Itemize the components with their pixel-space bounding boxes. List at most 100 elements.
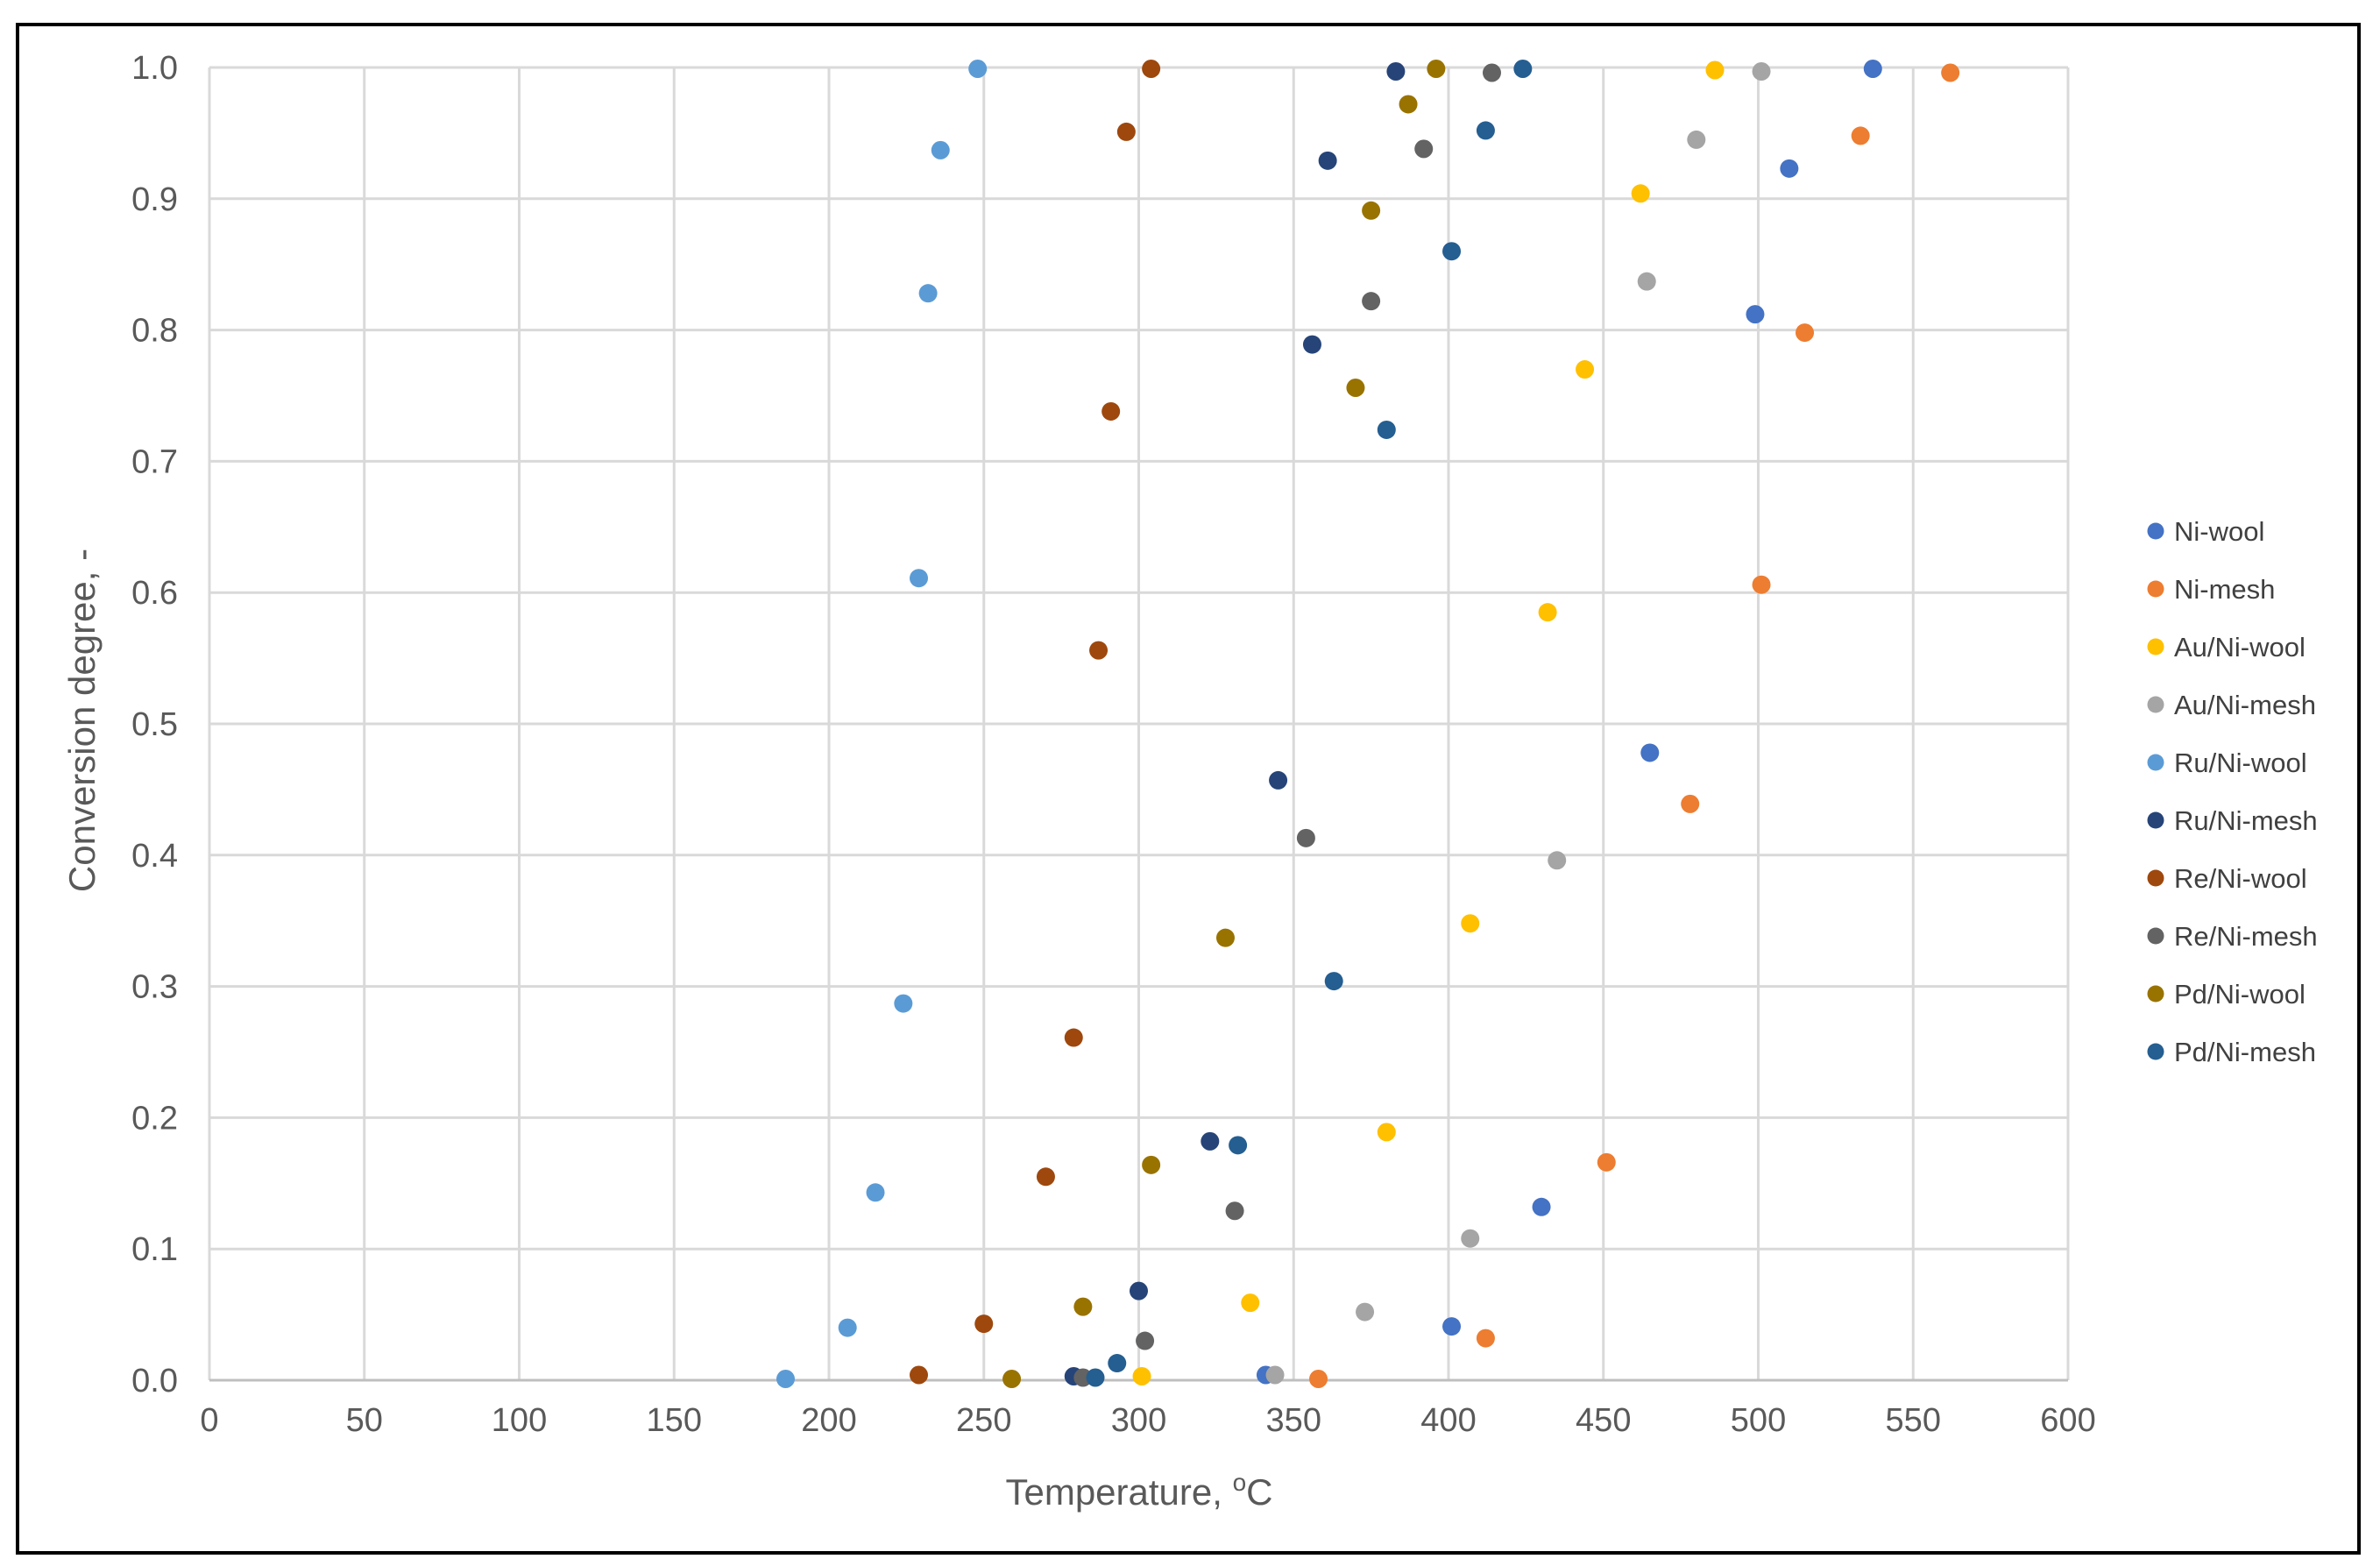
point-ru-ni-mesh — [1302, 335, 1321, 354]
point-ni-mesh — [1941, 63, 1960, 82]
y-tick-label: 0.9 — [131, 181, 178, 218]
point-au-ni-mesh — [1548, 851, 1567, 870]
point-re-ni-mesh — [1296, 828, 1315, 847]
legend-label: Pd/Ni-wool — [2174, 979, 2306, 1010]
point-re-ni-wool — [1036, 1167, 1055, 1187]
point-ni-wool — [1640, 743, 1660, 762]
point-pd-ni-wool — [1427, 59, 1446, 78]
point-ni-mesh — [1796, 323, 1815, 343]
x-axis-title-superscript: o — [1233, 1469, 1247, 1496]
x-axis-title: Temperature, oC — [1005, 1469, 1272, 1513]
point-au-ni-wool — [1241, 1293, 1260, 1313]
point-re-ni-wool — [1089, 641, 1109, 660]
legend-item-au-ni-wool: Au/Ni-wool — [2147, 632, 2306, 663]
grid-lines — [208, 66, 2070, 1382]
point-pd-ni-mesh — [1513, 59, 1533, 78]
point-pd-ni-wool — [1215, 928, 1235, 947]
point-pd-ni-mesh — [1377, 420, 1396, 439]
point-re-ni-wool — [974, 1314, 994, 1334]
point-au-ni-mesh — [1752, 61, 1771, 81]
legend-item-pd-ni-mesh: Pd/Ni-mesh — [2147, 1037, 2316, 1067]
point-ni-mesh — [1681, 794, 1700, 813]
point-ni-mesh — [1851, 126, 1870, 145]
point-au-ni-wool — [1631, 184, 1650, 203]
point-pd-ni-wool — [1399, 95, 1418, 114]
point-pd-ni-wool — [1073, 1297, 1093, 1316]
legend: Ni-wool Ni-mesh Au/Ni-wool Au/Ni-mesh Ru/Ni-… — [2147, 516, 2318, 1067]
legend-marker — [2147, 522, 2164, 540]
legend-label: Re/Ni-mesh — [2174, 921, 2318, 952]
legend-item-ru-ni-mesh: Ru/Ni-mesh — [2147, 805, 2318, 836]
legend-label: Ru/Ni-wool — [2174, 748, 2307, 778]
point-au-ni-wool — [1538, 603, 1557, 622]
legend-marker — [2147, 638, 2164, 655]
point-au-ni-wool — [1461, 914, 1480, 933]
legend-item-pd-ni-wool: Pd/Ni-wool — [2147, 979, 2306, 1010]
y-axis-ticks: 0.0 0.1 0.2 0.3 0.4 0.5 0.6 0.7 0.8 0.9 1.0 — [131, 50, 178, 1399]
legend-marker — [2147, 580, 2164, 598]
x-tick-label: 400 — [1420, 1402, 1476, 1439]
point-pd-ni-mesh — [1086, 1368, 1105, 1387]
x-tick-label: 450 — [1576, 1402, 1631, 1439]
y-tick-label: 0.0 — [131, 1363, 178, 1399]
point-ru-ni-wool — [910, 569, 929, 588]
point-re-ni-mesh — [1136, 1331, 1155, 1350]
x-tick-label: 300 — [1111, 1402, 1166, 1439]
point-ru-ni-mesh — [1269, 770, 1288, 790]
point-au-ni-wool — [1377, 1123, 1396, 1142]
legend-label: Au/Ni-mesh — [2174, 690, 2316, 720]
y-tick-label: 0.5 — [131, 706, 178, 743]
point-ni-wool — [1863, 59, 1882, 78]
point-ru-ni-wool — [894, 994, 913, 1013]
point-re-ni-wool — [1064, 1028, 1083, 1047]
point-re-ni-mesh — [1225, 1201, 1244, 1221]
legend-marker — [2147, 985, 2164, 1003]
legend-label: Au/Ni-wool — [2174, 632, 2306, 663]
point-au-ni-mesh — [1687, 130, 1706, 149]
point-re-ni-wool — [1101, 401, 1121, 421]
point-ni-mesh — [1476, 1329, 1495, 1348]
point-ru-ni-wool — [866, 1183, 885, 1202]
legend-item-ni-wool: Ni-wool — [2147, 516, 2264, 547]
point-re-ni-wool — [1142, 59, 1161, 78]
x-tick-label: 350 — [1266, 1402, 1321, 1439]
point-pd-ni-mesh — [1108, 1354, 1127, 1373]
point-re-ni-wool — [1116, 122, 1136, 141]
point-au-ni-wool — [1705, 60, 1725, 80]
chart-frame — [16, 23, 2361, 1555]
point-pd-ni-mesh — [1229, 1136, 1248, 1155]
x-tick-label: 600 — [2040, 1402, 2095, 1439]
y-tick-label: 0.6 — [131, 575, 178, 612]
point-pd-ni-mesh — [1476, 121, 1495, 140]
y-tick-label: 0.1 — [131, 1231, 178, 1268]
legend-item-re-ni-wool: Re/Ni-wool — [2147, 863, 2307, 894]
point-ni-mesh — [1752, 575, 1771, 594]
data-points — [776, 59, 1960, 1389]
point-pd-ni-mesh — [1324, 972, 1343, 991]
x-tick-label: 250 — [956, 1402, 1011, 1439]
point-pd-ni-mesh — [1442, 242, 1462, 261]
y-tick-label: 1.0 — [131, 50, 178, 87]
point-ni-mesh — [1597, 1152, 1616, 1172]
legend-marker — [2147, 696, 2164, 713]
point-ni-mesh — [1309, 1370, 1328, 1389]
point-ru-ni-mesh — [1201, 1131, 1220, 1151]
point-ni-wool — [1780, 159, 1799, 178]
legend-marker — [2147, 1043, 2164, 1060]
legend-item-ru-ni-wool: Ru/Ni-wool — [2147, 748, 2307, 778]
x-axis-ticks: 0 50 100 150 200 250 300 350 400 450 500 550 600 — [200, 1402, 2095, 1439]
point-re-ni-mesh — [1482, 63, 1501, 82]
point-pd-ni-wool — [1002, 1370, 1022, 1389]
point-ru-ni-wool — [838, 1318, 857, 1337]
x-tick-label: 0 — [200, 1402, 218, 1439]
legend-marker — [2147, 754, 2164, 771]
point-au-ni-wool — [1576, 360, 1595, 379]
point-re-ni-mesh — [1414, 139, 1434, 159]
legend-item-re-ni-mesh: Re/Ni-mesh — [2147, 921, 2318, 952]
legend-label: Pd/Ni-mesh — [2174, 1037, 2316, 1067]
legend-label: Ni-wool — [2174, 516, 2264, 547]
point-re-ni-wool — [910, 1365, 929, 1385]
x-tick-label: 200 — [801, 1402, 856, 1439]
point-ru-ni-mesh — [1130, 1281, 1148, 1300]
